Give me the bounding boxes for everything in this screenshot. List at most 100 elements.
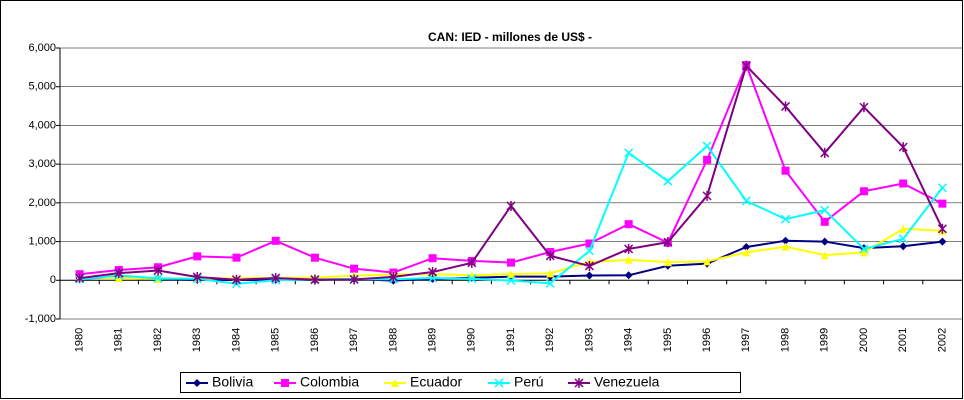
x-tick-label: 1997 [740, 328, 752, 352]
x-tick-label: 1992 [544, 328, 556, 352]
marker [820, 251, 829, 260]
marker [428, 267, 438, 278]
x-tick-label: 1985 [270, 328, 282, 352]
marker [781, 242, 790, 251]
x-tick-label: 1991 [505, 328, 517, 352]
marker [820, 237, 829, 246]
marker [820, 147, 830, 158]
x-tick-label: 1999 [819, 328, 831, 352]
marker [507, 258, 515, 267]
marker [899, 224, 908, 233]
marker [192, 271, 202, 282]
marker [820, 217, 829, 226]
x-tick-label: 1987 [348, 328, 360, 352]
marker [467, 274, 477, 284]
marker [584, 246, 594, 256]
marker [585, 271, 594, 280]
marker [624, 243, 634, 254]
legend-label: Colombia [300, 374, 359, 390]
chart-title: CAN: IED - millones de US$ - [428, 30, 592, 44]
x-tick-label: 1990 [466, 328, 478, 352]
marker [271, 273, 281, 284]
marker [898, 234, 908, 244]
x-tick-label: 2002 [936, 328, 948, 352]
y-tick-label: 3,000 [28, 158, 56, 170]
x-tick-label: 1986 [309, 328, 321, 352]
marker [899, 179, 908, 188]
marker [281, 379, 289, 387]
x-tick-label: 1995 [662, 328, 674, 352]
marker [663, 176, 673, 186]
marker [153, 265, 163, 276]
marker [937, 183, 947, 193]
marker [114, 268, 124, 279]
marker [624, 148, 634, 158]
x-tick-label: 1996 [701, 328, 713, 352]
marker [584, 260, 594, 271]
marker [388, 271, 398, 282]
marker [937, 223, 947, 234]
x-tick-label: 2001 [897, 328, 909, 352]
marker [741, 196, 751, 206]
marker [574, 378, 584, 388]
y-tick-label: 0 [50, 274, 56, 286]
legend-label: Ecuador [410, 374, 462, 390]
y-tick-label: 2,000 [28, 197, 56, 209]
marker [231, 274, 242, 285]
marker [506, 276, 516, 286]
legend-label: Bolivia [212, 374, 253, 390]
x-tick-label: 1981 [113, 328, 125, 352]
marker [859, 102, 869, 113]
marker [193, 379, 201, 387]
marker [702, 141, 712, 151]
marker [859, 248, 868, 257]
marker [391, 379, 399, 387]
y-tick-label: -1,000 [25, 313, 56, 325]
y-tick-label: 4,000 [28, 119, 56, 131]
marker [271, 236, 280, 245]
marker [780, 101, 791, 112]
marker [585, 239, 594, 248]
marker [545, 278, 555, 288]
marker [938, 199, 947, 208]
marker [153, 273, 163, 283]
x-tick-label: 1980 [74, 328, 86, 352]
marker [310, 253, 319, 262]
marker [859, 244, 869, 254]
marker [310, 274, 320, 285]
marker [899, 242, 908, 251]
marker [781, 166, 790, 175]
x-tick-label: 1984 [230, 328, 242, 352]
y-tick-label: 6,000 [28, 42, 56, 54]
marker [624, 271, 633, 280]
marker [780, 214, 791, 224]
marker [232, 253, 241, 262]
marker [703, 155, 712, 164]
marker [193, 252, 202, 261]
x-tick-label: 1988 [387, 328, 399, 352]
marker [428, 254, 437, 263]
legend-label: Perú [514, 374, 544, 390]
marker [859, 187, 868, 196]
marker [742, 248, 751, 257]
marker [781, 236, 790, 245]
x-tick-label: 1994 [623, 328, 635, 352]
y-tick-label: 1,000 [28, 235, 56, 247]
marker [349, 274, 359, 285]
marker [467, 257, 477, 268]
marker [820, 205, 830, 215]
marker [702, 190, 712, 201]
marker [75, 273, 85, 284]
marker [663, 258, 672, 267]
marker [350, 264, 359, 273]
legend: Bolivia Colombia Ecuador Perú Venezuela [180, 372, 741, 393]
marker [624, 255, 633, 264]
marker [507, 270, 515, 279]
x-tick-label: 1989 [426, 328, 438, 352]
marker [703, 257, 712, 266]
marker [663, 237, 673, 248]
marker [506, 200, 516, 211]
marker [545, 250, 555, 261]
